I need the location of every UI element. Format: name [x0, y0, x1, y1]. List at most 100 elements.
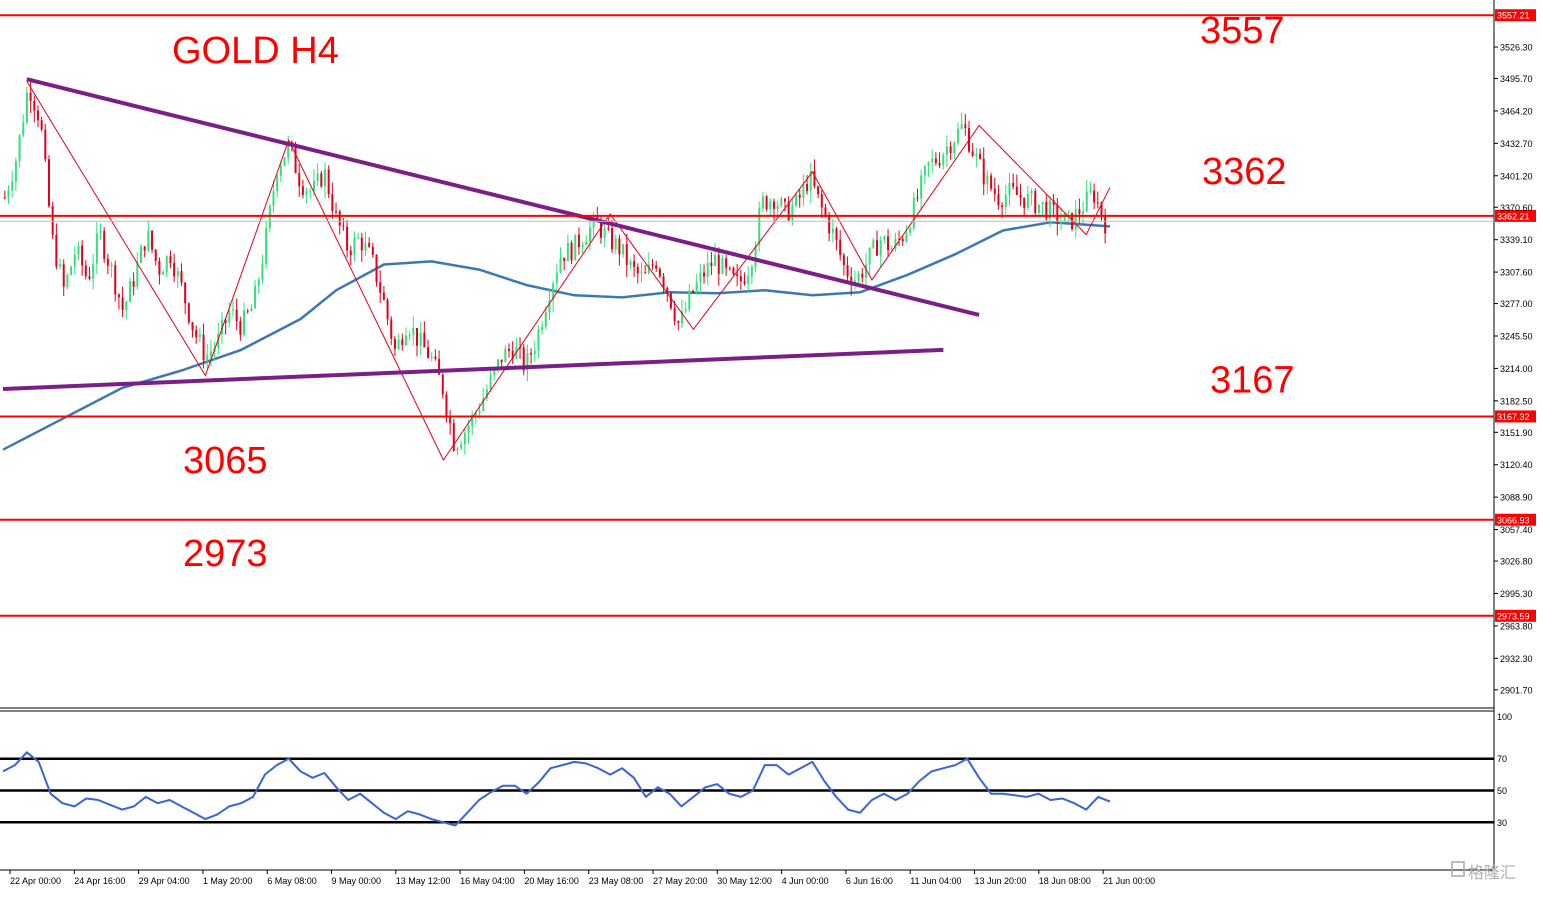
level-label-3167: 3167 — [1210, 359, 1295, 401]
candle-up — [680, 311, 683, 324]
candle-down — [320, 173, 323, 187]
candle-down — [1104, 216, 1107, 234]
candle-up — [198, 334, 201, 338]
time-tick-label: 27 May 20:00 — [653, 876, 708, 886]
candle-up — [206, 355, 209, 361]
candle-up — [25, 92, 28, 123]
candle-down — [563, 257, 566, 262]
time-tick-label: 13 May 12:00 — [396, 876, 451, 886]
candle-up — [128, 281, 131, 302]
candle-up — [493, 368, 496, 376]
candle-up — [496, 359, 499, 369]
candle-down — [1019, 194, 1022, 198]
candle-down — [239, 321, 242, 335]
candle-up — [688, 290, 691, 310]
candle-up — [305, 190, 308, 195]
candle-up — [809, 170, 812, 192]
candle-up — [232, 309, 234, 311]
time-tick-label: 9 May 00:00 — [332, 876, 382, 886]
candle-down — [618, 238, 621, 255]
time-tick-label: 21 Jun 00:00 — [1103, 876, 1155, 886]
candle-down — [390, 319, 393, 339]
time-tick-label: 13 Jun 20:00 — [975, 876, 1027, 886]
candle-down — [916, 197, 919, 199]
candle-up — [99, 231, 102, 234]
price-tick-label: 3182.50 — [1500, 396, 1533, 406]
candle-up — [706, 262, 709, 277]
candle-up — [22, 122, 25, 136]
time-tick-label: 16 May 04:00 — [460, 876, 515, 886]
candle-down — [655, 265, 658, 269]
candle-down — [850, 276, 853, 285]
candle-down — [434, 356, 437, 360]
candle-down — [772, 201, 775, 209]
candle-down — [224, 319, 227, 323]
candle-down — [784, 198, 786, 202]
candle-down — [379, 282, 382, 293]
rsi-tick-label: 100 — [1497, 712, 1512, 722]
level-price-tag-text: 2973.59 — [1497, 611, 1530, 621]
candle-down — [298, 172, 301, 187]
candle-down — [596, 215, 599, 221]
candle-down — [901, 239, 904, 242]
price-tick-label: 2995.30 — [1500, 589, 1533, 599]
candle-down — [441, 374, 444, 395]
candle-up — [70, 266, 73, 275]
candle-up — [614, 238, 617, 250]
candle-down — [44, 129, 47, 160]
candles-layer — [3, 81, 1107, 455]
time-tick-label: 4 Jun 00:00 — [782, 876, 829, 886]
time-axis-ticks: 22 Apr 00:00 24 Apr 16:00 29 Apr 04:00 1 Ma… — [9, 870, 1155, 886]
candle-up — [1060, 221, 1062, 224]
candle-up — [364, 242, 367, 251]
candle-down — [29, 92, 32, 101]
candle-up — [463, 432, 466, 445]
candle-up — [795, 194, 798, 206]
candle-down — [997, 194, 1000, 206]
candle-up — [1037, 204, 1040, 213]
candle-up — [923, 165, 926, 176]
candle-down — [327, 169, 330, 195]
candle-up — [504, 348, 507, 363]
candle-up — [353, 237, 356, 256]
level-price-tag — [1495, 609, 1536, 622]
price-tick-label: 3026.80 — [1500, 557, 1533, 567]
candle-down — [187, 303, 190, 323]
candle-up — [419, 332, 422, 346]
candle-up — [864, 264, 867, 278]
candle-down — [570, 242, 573, 261]
candle-up — [791, 205, 794, 221]
time-tick-label: 6 Jun 16:00 — [846, 876, 893, 886]
price-tick-label: 3401.20 — [1500, 171, 1533, 181]
level-price-tag — [1495, 410, 1536, 423]
candle-up — [548, 300, 551, 313]
chart-title: GOLD H4 — [172, 30, 339, 72]
candle-down — [36, 110, 39, 121]
candle-down — [898, 238, 901, 240]
candle-down — [1012, 183, 1015, 187]
candle-down — [114, 265, 117, 295]
moving-average-layer — [2, 221, 1111, 451]
candle-up — [945, 146, 948, 155]
candle-down — [666, 287, 669, 294]
time-tick-label: 29 Apr 04:00 — [139, 876, 190, 886]
time-tick-label: 11 Jun 04:00 — [910, 876, 961, 886]
candle-up — [276, 175, 279, 192]
candle-down — [169, 256, 172, 264]
candle-down — [132, 281, 135, 287]
candle-down — [703, 272, 706, 277]
candle-down — [121, 297, 124, 310]
candle-down — [360, 237, 363, 251]
candle-down — [817, 186, 820, 195]
candle-up — [931, 158, 934, 163]
candle-up — [489, 375, 492, 390]
candle-up — [747, 276, 750, 284]
level-price-tag — [1495, 209, 1536, 222]
candle-down — [658, 268, 661, 277]
candle-down — [828, 215, 831, 234]
candle-up — [125, 301, 128, 310]
candle-down — [1015, 186, 1018, 195]
candle-down — [423, 332, 426, 348]
candle-down — [677, 321, 680, 324]
candle-up — [1008, 183, 1011, 195]
